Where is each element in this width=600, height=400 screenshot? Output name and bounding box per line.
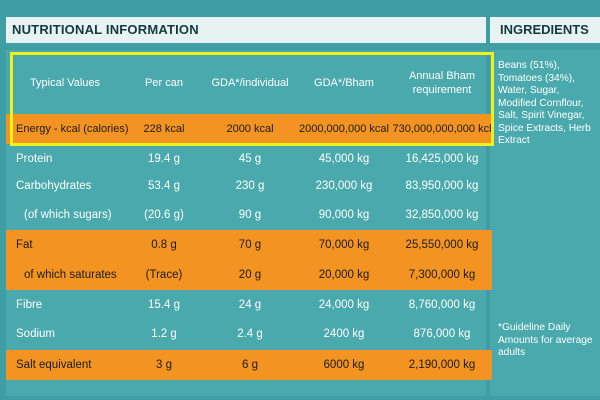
row-label: Sodium — [16, 328, 55, 340]
page-title: NUTRITIONAL INFORMATION — [6, 17, 486, 43]
cell-gda-bham: 2400 kg — [323, 328, 365, 340]
cell-annual: 2,190,000 kg — [408, 359, 476, 371]
cell-gda-bham: 70,000 kg — [318, 239, 370, 251]
cell-per-can: 19.4 g — [148, 153, 180, 165]
cell-gda-bham: 230,000 kg — [315, 180, 373, 192]
table-row-fat: Fat 0.8 g 70 g 70,000 kg 25,550,000 kg — [6, 230, 492, 260]
cell-annual: 8,760,000 kg — [408, 299, 476, 311]
cell-per-can: 1.2 g — [151, 328, 177, 340]
ingredients-list: Beans (51%), Tomatoes (34%), Water, Suga… — [498, 60, 591, 146]
column-header-gda-individual: GDA*/individual — [211, 77, 289, 89]
cell-annual: 83,950,000 kg — [405, 180, 479, 192]
table-row-saturates: of which saturates (Trace) 20 g 20,000 k… — [6, 260, 492, 290]
column-header-typical-values: Typical Values — [29, 77, 101, 89]
cell-gda-individual: 230 g — [235, 180, 265, 192]
table-row-sugars: (of which sugars) (20.6 g) 90 g 90,000 k… — [6, 200, 492, 230]
cell-gda-individual: 90 g — [238, 209, 262, 221]
column-header-gda-bham: GDA*/Bham — [314, 77, 374, 89]
column-header-annual-requirement: Annual Bham requirement — [408, 70, 476, 96]
cell-annual: 876,000 kg — [413, 328, 471, 340]
cell-gda-individual: 20 g — [238, 269, 262, 281]
nutrition-table-area — [6, 50, 486, 396]
cell-gda-individual: 70 g — [238, 239, 262, 251]
row-label: of which saturates — [24, 269, 117, 281]
cell-per-can: 3 g — [156, 359, 172, 371]
cell-annual: 7,300,000 kg — [408, 269, 476, 281]
cell-annual: 16,425,000 kg — [405, 153, 479, 165]
cell-gda-individual: 2.4 g — [237, 328, 263, 340]
table-row-carbohydrates: Carbohydrates 53.4 g 230 g 230,000 kg 83… — [6, 171, 492, 201]
row-label: Carbohydrates — [16, 180, 92, 192]
table-row-protein: Protein 19.4 g 45 g 45,000 kg 16,425,000… — [6, 144, 492, 174]
cell-annual: 730,000,000,000 kcl — [392, 123, 492, 135]
row-label: Protein — [16, 153, 53, 165]
cell-gda-bham: 2000,000,000 kcal — [299, 123, 389, 135]
ingredients-area — [490, 50, 600, 396]
table-row-salt: Salt equivalent 3 g 6 g 6000 kg 2,190,00… — [6, 350, 492, 380]
table-header-row: Typical Values Per can GDA*/individual G… — [6, 52, 492, 114]
table-row-sodium: Sodium 1.2 g 2.4 g 2400 kg 876,000 kg — [6, 319, 492, 349]
cell-per-can: 53.4 g — [148, 180, 180, 192]
cell-per-can: (Trace) — [145, 269, 183, 281]
cell-gda-bham: 45,000 kg — [318, 153, 370, 165]
cell-annual: 32,850,000 kg — [405, 209, 479, 221]
cell-gda-individual: 45 g — [238, 153, 262, 165]
table-row-fibre: Fibre 15.4 g 24 g 24,000 kg 8,760,000 kg — [6, 290, 492, 320]
table-row-energy: Energy - kcal (calories) 228 kcal 2000 k… — [6, 114, 492, 144]
row-label: Fibre — [16, 299, 43, 311]
cell-gda-individual: 2000 kcal — [226, 123, 274, 135]
cell-annual: 25,550,000 kg — [405, 239, 479, 251]
ingredients-title: INGREDIENTS — [490, 17, 600, 43]
cell-gda-bham: 90,000 kg — [318, 209, 370, 221]
cell-gda-bham: 6000 kg — [323, 359, 365, 371]
cell-per-can: 0.8 g — [151, 239, 177, 251]
column-header-per-can: Per can — [145, 77, 183, 89]
cell-per-can: (20.6 g) — [144, 209, 184, 221]
row-label: Energy - kcal (calories) — [16, 123, 129, 135]
cell-gda-bham: 24,000 kg — [318, 299, 370, 311]
row-label: Fat — [16, 239, 33, 251]
cell-gda-individual: 24 g — [238, 299, 262, 311]
row-label: (of which sugars) — [24, 209, 112, 221]
cell-per-can: 228 kcal — [143, 123, 185, 135]
cell-gda-bham: 20,000 kg — [318, 269, 370, 281]
cell-per-can: 15.4 g — [148, 299, 180, 311]
cell-gda-individual: 6 g — [242, 359, 258, 371]
gda-footnote: *Guideline Daily Amounts for average adu… — [498, 322, 593, 358]
row-label: Salt equivalent — [16, 359, 92, 371]
